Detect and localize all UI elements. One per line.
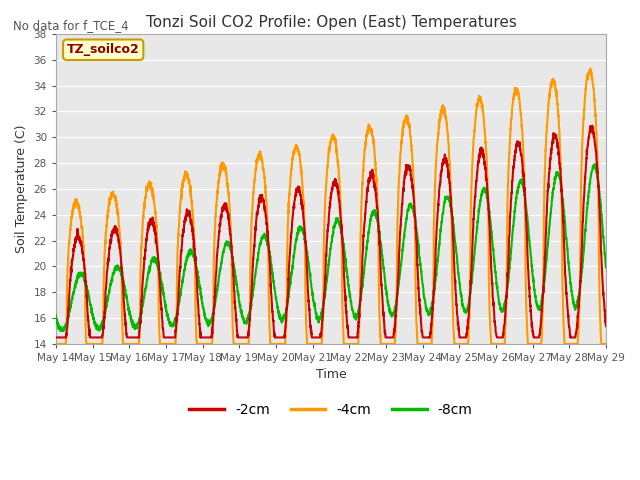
-8cm: [591, 161, 598, 167]
-8cm: [148, 259, 156, 264]
-4cm: [287, 174, 294, 180]
-2cm: [263, 222, 271, 228]
-8cm: [263, 240, 271, 245]
-4cm: [586, 66, 594, 72]
-4cm: [115, 219, 122, 225]
X-axis label: Time: Time: [316, 369, 346, 382]
-8cm: [52, 312, 60, 318]
-2cm: [591, 144, 599, 150]
-2cm: [532, 335, 540, 340]
-4cm: [591, 113, 599, 119]
Text: TZ_soilco2: TZ_soilco2: [67, 43, 140, 56]
-2cm: [287, 239, 294, 244]
Y-axis label: Soil Temperature (C): Soil Temperature (C): [15, 125, 28, 253]
-2cm: [115, 238, 122, 243]
-8cm: [115, 266, 123, 272]
-2cm: [588, 123, 596, 129]
Line: -4cm: -4cm: [56, 69, 606, 344]
Text: No data for f_TCE_4: No data for f_TCE_4: [13, 19, 129, 32]
-4cm: [147, 184, 155, 190]
-2cm: [147, 217, 155, 223]
Line: -8cm: -8cm: [56, 164, 606, 331]
-8cm: [532, 299, 540, 305]
-4cm: [532, 341, 540, 347]
-8cm: [58, 328, 65, 334]
-4cm: [263, 207, 271, 213]
Line: -2cm: -2cm: [56, 126, 606, 337]
Legend: -2cm, -4cm, -8cm: -2cm, -4cm, -8cm: [184, 397, 478, 422]
-8cm: [592, 167, 600, 172]
-2cm: [52, 335, 60, 340]
-8cm: [602, 264, 610, 270]
Title: Tonzi Soil CO2 Profile: Open (East) Temperatures: Tonzi Soil CO2 Profile: Open (East) Temp…: [145, 15, 516, 30]
-2cm: [602, 324, 610, 329]
-4cm: [52, 341, 60, 347]
-4cm: [602, 341, 610, 347]
-8cm: [287, 276, 294, 281]
